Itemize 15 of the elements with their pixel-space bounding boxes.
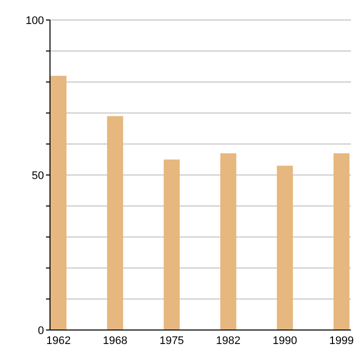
x-tick-label: 1975	[159, 335, 184, 347]
bar	[276, 166, 293, 330]
x-tick-label: 1999	[329, 335, 354, 347]
x-tick-label: 1982	[216, 335, 241, 347]
x-tick-label: 1962	[46, 335, 71, 347]
bar	[164, 160, 180, 330]
y-tick-label: 100	[26, 14, 44, 27]
y-tick-label: 50	[32, 170, 44, 182]
bar	[334, 153, 350, 330]
x-tick-label: 1990	[272, 335, 298, 347]
y-tick-label: 0	[38, 324, 44, 337]
bar	[220, 153, 236, 330]
bar	[50, 76, 66, 330]
x-tick-label: 1968	[102, 335, 128, 347]
bar	[107, 116, 124, 330]
